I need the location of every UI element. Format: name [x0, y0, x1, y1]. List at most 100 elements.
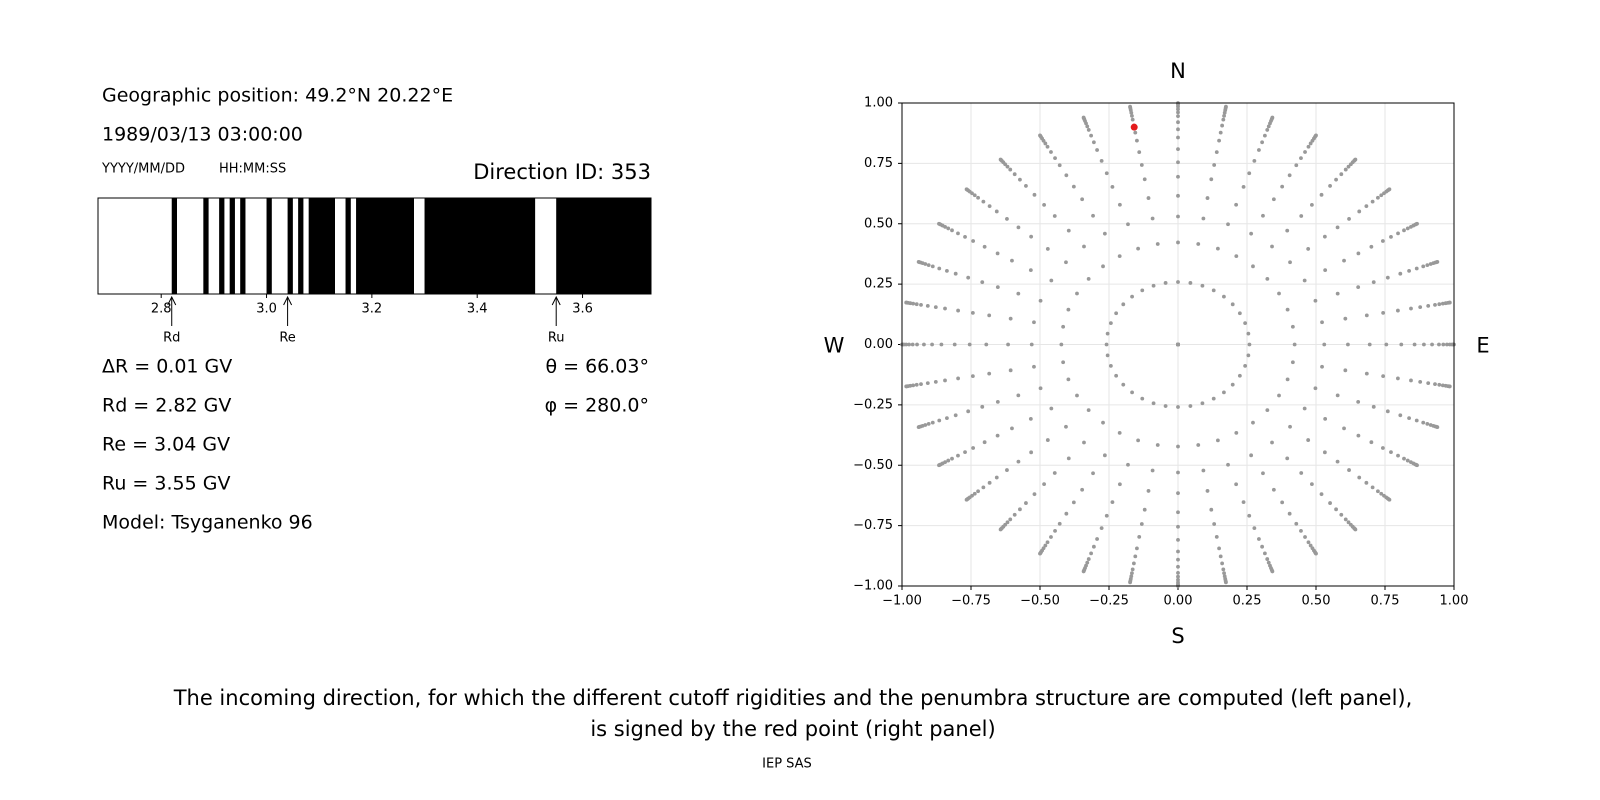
direction-point: [976, 489, 980, 494]
direction-point: [1151, 401, 1156, 406]
direction-point: [1287, 511, 1292, 516]
direction-point: [1205, 196, 1210, 200]
direction-point: [1320, 364, 1324, 369]
direction-point: [1302, 278, 1307, 283]
direction-point: [1356, 251, 1361, 256]
direction-point: [1356, 399, 1361, 404]
marker-label: Ru: [548, 331, 565, 346]
direction-point: [1104, 342, 1109, 347]
direction-point: [1176, 524, 1180, 529]
direction-point: [1215, 246, 1220, 251]
direction-point: [1024, 184, 1028, 188]
arrow-head: [283, 295, 293, 306]
direction-point: [1260, 140, 1265, 145]
direction-point: [1061, 324, 1066, 329]
direction-point: [1421, 264, 1426, 269]
direction-point: [1012, 172, 1017, 177]
direction-point: [1343, 517, 1348, 522]
direction-point: [1252, 159, 1257, 163]
direction-point: [1230, 382, 1235, 387]
direction-point: [981, 199, 986, 204]
y-tick-label: −0.50: [853, 458, 893, 473]
direction-point: [1080, 487, 1085, 492]
direction-point: [1303, 535, 1307, 539]
x-tick-label: 3.6: [572, 302, 593, 317]
forbidden-band: [219, 198, 225, 294]
y-tick-label: −0.75: [853, 518, 893, 533]
direction-point: [1271, 487, 1276, 492]
direction-label: E: [1476, 334, 1489, 358]
arrow-head: [167, 295, 177, 306]
datetime: 1989/03/13 03:00:00: [102, 124, 303, 146]
direction-point: [1012, 512, 1017, 517]
direction-point: [1005, 520, 1010, 525]
direction-point: [1043, 141, 1048, 146]
forbidden-band: [308, 198, 335, 294]
direction-point: [1437, 382, 1442, 387]
direction-point: [1230, 302, 1235, 307]
direction-point: [1217, 138, 1221, 143]
direction-point: [1319, 192, 1324, 197]
direction-point: [1176, 147, 1180, 152]
direction-point: [1323, 416, 1328, 421]
direction-point: [1071, 500, 1076, 505]
direction-point: [1243, 363, 1248, 368]
direction-label: N: [1170, 59, 1186, 83]
direction-point: [1409, 306, 1413, 311]
direction-point: [1430, 342, 1434, 347]
direction-point: [987, 480, 992, 485]
direction-point: [1151, 283, 1156, 288]
direction-point: [1389, 235, 1393, 239]
direction-point: [1353, 157, 1358, 162]
marker-label: Re: [279, 331, 295, 346]
direction-point: [1053, 528, 1057, 533]
direction-point: [1008, 517, 1013, 522]
direction-point: [950, 228, 954, 233]
direction-point: [1314, 133, 1318, 138]
direction-point: [1052, 214, 1057, 218]
direction-point: [1252, 526, 1257, 530]
direction-point: [1249, 231, 1254, 236]
direction-point: [1130, 390, 1134, 395]
direction-point: [1010, 258, 1014, 263]
direction-point: [1226, 462, 1230, 467]
direction-point: [1176, 240, 1180, 245]
direction-point: [1066, 228, 1071, 233]
direction-point: [1257, 537, 1261, 541]
direction-point: [1395, 376, 1400, 381]
direction-point: [1414, 266, 1419, 271]
direction-point: [914, 382, 919, 387]
direction-point: [1176, 549, 1180, 554]
direction-point: [1126, 462, 1130, 467]
direction-point: [1137, 535, 1142, 539]
direction-point: [1220, 561, 1225, 566]
direction-point: [1064, 424, 1068, 429]
direction-point: [1188, 404, 1193, 408]
direction-point: [1110, 184, 1115, 189]
direction-point: [1421, 420, 1426, 425]
direction-point: [998, 527, 1003, 532]
direction-point: [1398, 413, 1403, 418]
direction-point: [1136, 246, 1141, 251]
direction-point: [1335, 291, 1340, 296]
direction-point: [943, 306, 947, 311]
direction-point: [1346, 520, 1351, 525]
direction-point: [1335, 393, 1340, 398]
forbidden-band: [229, 198, 235, 294]
direction-point: [1059, 342, 1064, 347]
forbidden-band: [171, 198, 177, 294]
direction-point: [1266, 124, 1271, 129]
direction-point: [1028, 416, 1033, 421]
direction-point: [1176, 214, 1180, 219]
time-format: HH:MM:SS: [219, 162, 286, 177]
direction-point: [926, 263, 931, 268]
direction-point: [956, 453, 960, 458]
direction-point: [1108, 363, 1113, 368]
direction-point: [1008, 316, 1013, 321]
direction-point: [1385, 409, 1390, 414]
direction-point: [1176, 135, 1180, 140]
direction-point: [1016, 291, 1021, 296]
direction-point: [1214, 535, 1219, 539]
forbidden-band: [298, 198, 304, 294]
direction-point: [1323, 268, 1328, 273]
